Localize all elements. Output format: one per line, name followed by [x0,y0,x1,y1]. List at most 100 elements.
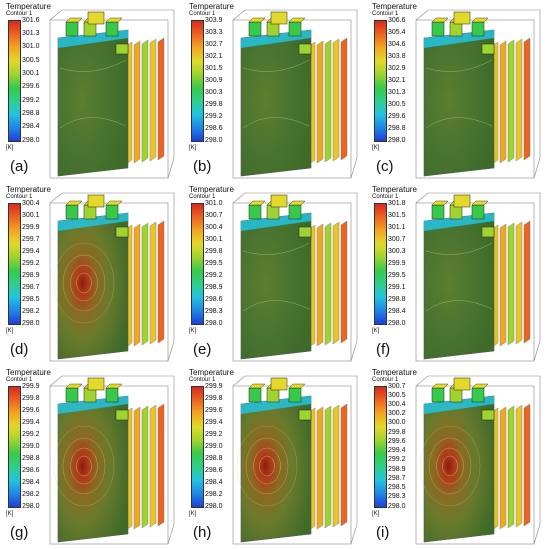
colorbar-tick: 298.4 [388,307,406,315]
colorbar-tick: 299.6 [205,406,223,414]
cell-plate [141,405,149,529]
colorbar-tick: 299.2 [22,430,40,438]
contour-line [242,300,310,312]
panel-d: Temperature Contour 1 300.4 300.1 299.9 299.7… [0,183,183,366]
colorbar-tick: 301.3 [22,29,40,37]
cell-plate [316,223,324,347]
colorbar-tick: 298.6 [205,295,223,303]
colorbar-tick: 299.7 [22,235,40,243]
colorbar-tick: 300.0 [388,419,406,427]
contour-line [259,455,275,477]
colorbar-tick: 299.9 [22,382,40,390]
legend-title: Temperature [189,2,234,11]
colorbar-tick: 300.7 [388,235,406,243]
colorbar-tick: 298.8 [205,454,223,462]
cell-plate [141,39,149,163]
battery-pack-model [49,375,175,545]
battery-pack-model [232,375,358,545]
colorbar-tick: 298.0 [205,319,223,327]
battery-pack-model [49,192,175,362]
colorbar-tick: 298.7 [388,474,406,482]
colorbar-tick: 303.8 [388,52,406,60]
battery-pack-model [49,9,175,179]
colorbar-tick: 299.2 [205,112,223,120]
colorbar-tick: 298.5 [22,295,40,303]
terminal-tab [471,21,485,37]
colorbar-tick: 304.6 [388,40,406,48]
terminal-tab [248,387,262,403]
colorbar-tick: 301.5 [205,64,223,72]
colorbar-tick: 299.2 [205,271,223,279]
cell-plate [499,40,507,164]
colorbar [191,386,204,508]
colorbar-tick: 299.9 [22,223,40,231]
colorbar-tick: 300.1 [22,69,40,77]
colorbar [8,203,21,325]
panel-label: (b) [193,158,212,175]
terminal-tab [481,409,495,421]
cell-plate [157,37,165,161]
colorbar-tick: 298.2 [205,490,223,498]
colorbar-tick: 298.0 [388,136,406,144]
contour-line [59,59,127,72]
terminal-tab [431,387,445,403]
colorbar-tick: 299.0 [22,442,40,450]
panel-label: (g) [10,524,29,541]
panel-label: (i) [376,524,390,541]
colorbar-tick: 298.2 [22,307,40,315]
colorbar-tick: 300.5 [22,56,40,64]
colorbar [8,20,21,142]
contour-line [62,254,106,312]
legend-subtitle: Contour 1 [372,11,399,17]
contour-line [242,242,310,255]
panel-label: (e) [193,341,212,358]
colorbar-tick: 301.0 [205,199,223,207]
cell-plate [499,223,507,347]
legend-subtitle: Contour 1 [189,377,216,383]
colorbar-tick: 299.6 [22,406,40,414]
terminal-tab [298,226,312,238]
cell-plate [507,222,515,346]
panel-f: Temperature Contour 1 301.8 301.5 301.1 300.7… [366,183,549,366]
battery-pack-model [232,9,358,179]
terminal-tab [115,409,129,421]
panel-b: Temperature Contour 1 303.9 303.3 302.7 302.1… [183,0,366,183]
cell-plate [133,40,141,164]
cell-plate [507,405,515,529]
cell-plate [157,220,165,344]
cell-plate [133,406,141,530]
colorbar-tick: 299.4 [22,247,40,255]
colorbar [374,203,387,325]
colorbar-tick: 299.4 [388,447,406,455]
front-face [57,29,129,177]
colorbar-tick: 298.0 [205,502,223,510]
colorbar [191,203,204,325]
front-face [57,212,129,360]
cell-plate [133,223,141,347]
legend-title: Temperature [189,185,234,194]
battery-pack-model [232,192,358,362]
colorbar-tick: 299.6 [388,437,406,445]
colorbar-tick: 298.8 [22,109,40,117]
terminal-tab [471,204,485,220]
colorbar-tick: 299.5 [388,271,406,279]
terminal-tab [298,409,312,421]
contour-line [53,425,115,507]
cell-plate [515,221,523,345]
colorbar-tick: 301.5 [388,211,406,219]
panel-i: Temperature Contour 1 300.7 300.5 300.4 300.2… [366,366,549,549]
legend-title: Temperature [372,368,417,377]
colorbar-tick: 298.0 [22,502,40,510]
contour-line [425,117,493,129]
colorbar-tick: 301.0 [22,43,40,51]
cell-plate [324,39,332,163]
legend-title: Temperature [372,2,417,11]
legend-unit: [K] [372,511,380,517]
legend-unit: [K] [189,145,197,151]
terminal-tab [105,387,119,403]
cell-plate [141,222,149,346]
colorbar-tick: 299.2 [22,96,40,104]
colorbar-tick: 300.4 [22,199,40,207]
cell-plate [157,403,165,527]
colorbar-tick: 298.0 [22,319,40,327]
